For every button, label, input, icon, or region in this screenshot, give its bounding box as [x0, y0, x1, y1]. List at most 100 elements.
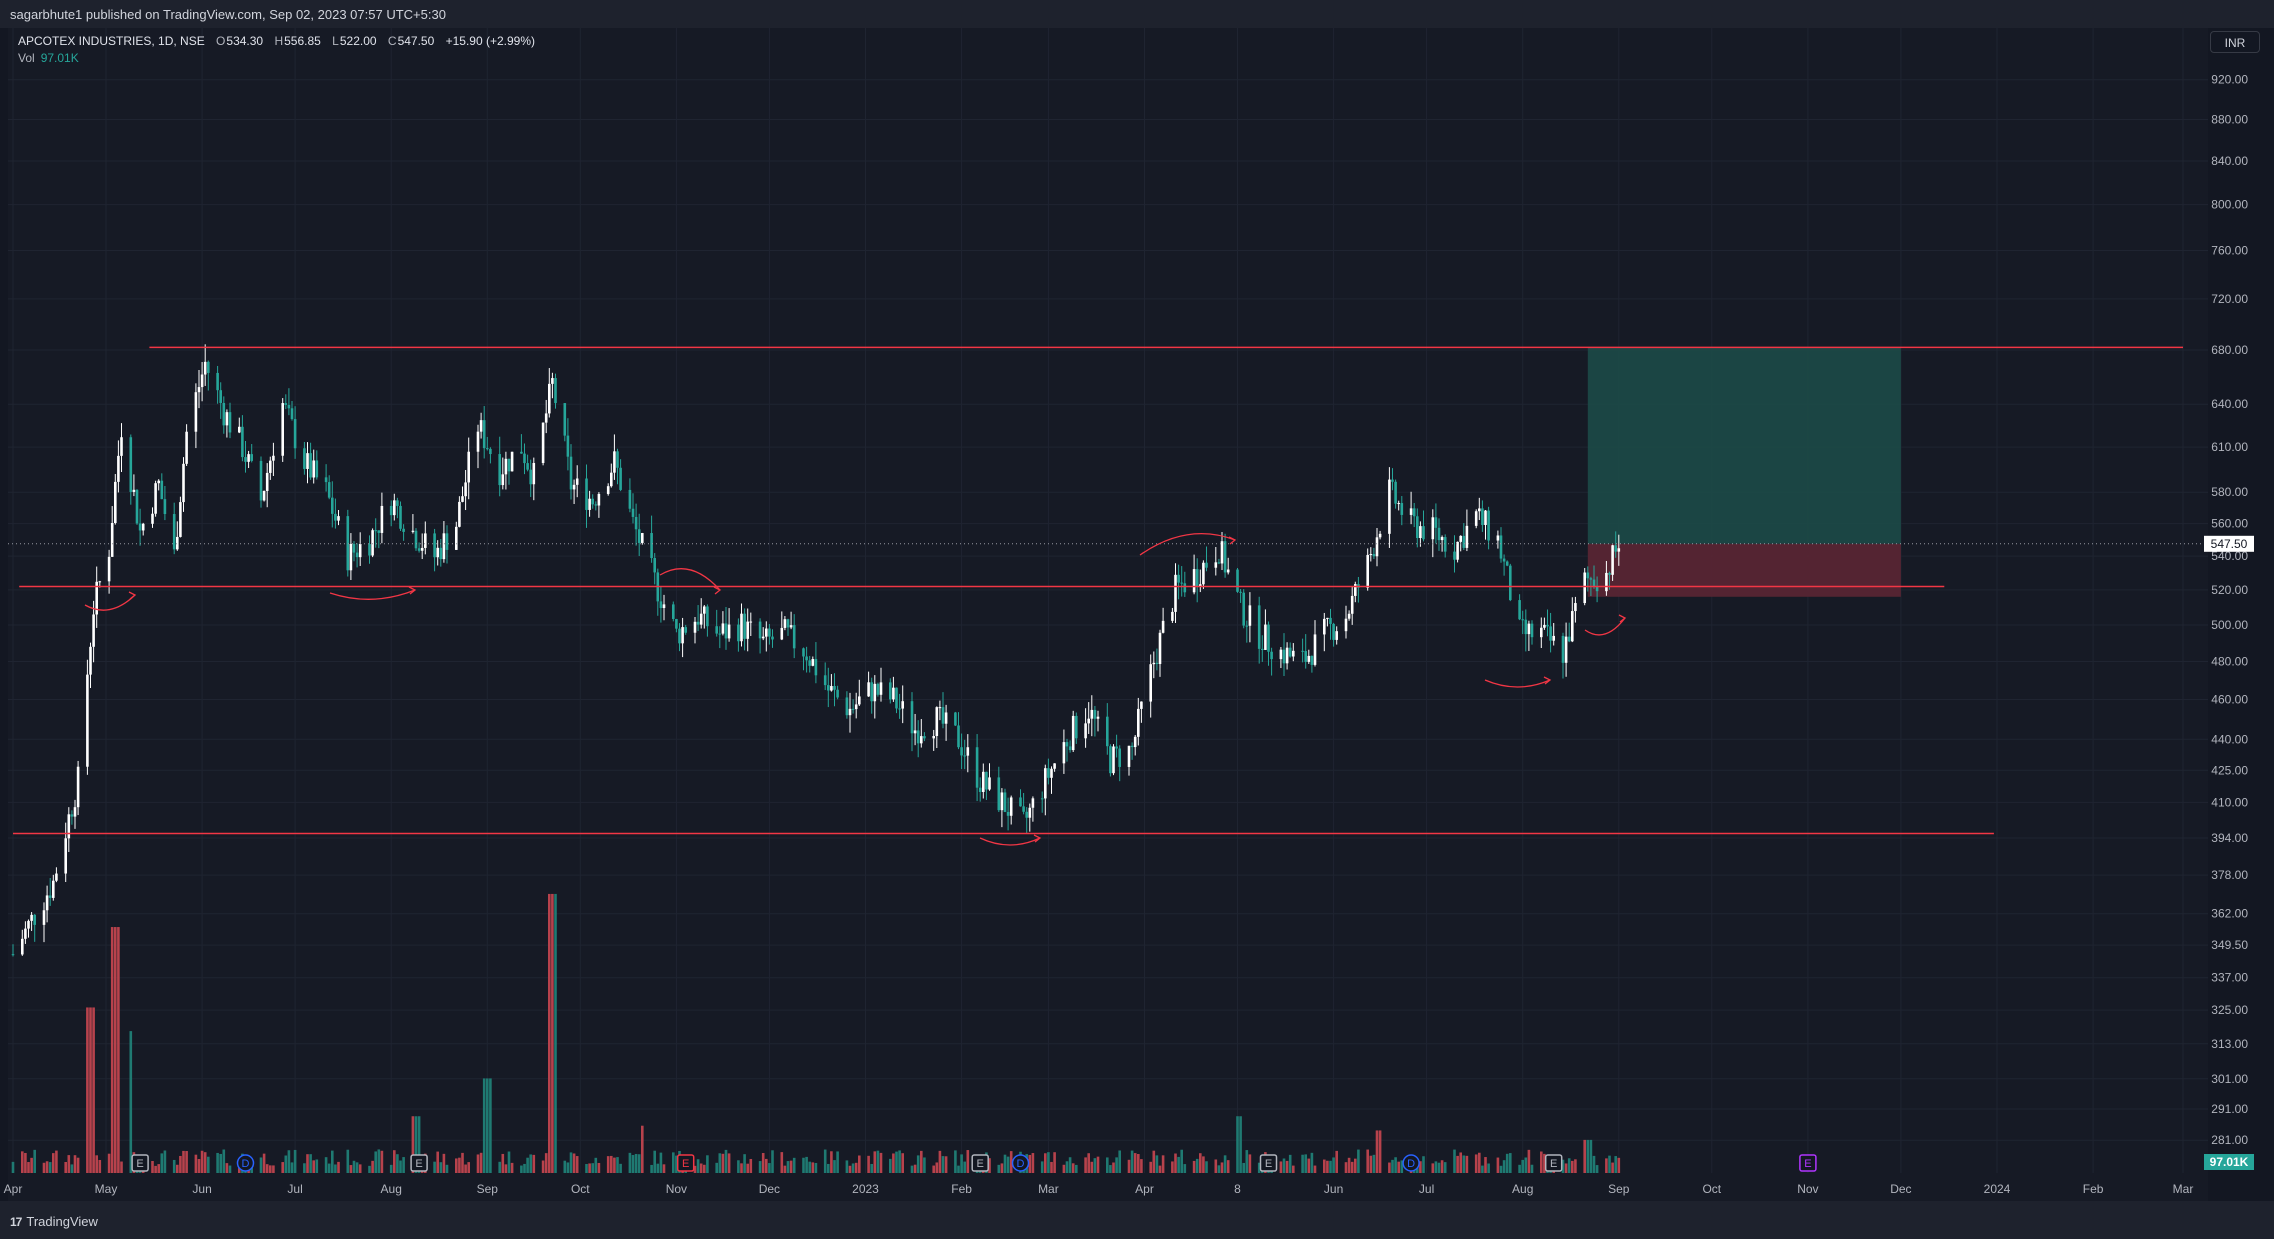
candle-body: [675, 618, 678, 629]
volume-bar: [346, 1149, 350, 1173]
candle-body: [1329, 617, 1332, 624]
volume-bar: [1372, 1154, 1376, 1173]
candle-body: [932, 736, 935, 739]
candle-body: [1171, 611, 1174, 621]
currency-button[interactable]: INR: [2210, 31, 2260, 53]
price-tick-label: 313.00: [2211, 1037, 2248, 1051]
volume-bar: [33, 1149, 36, 1173]
volume-bar: [802, 1157, 805, 1173]
candle-body: [1310, 655, 1314, 665]
volume-bar: [572, 1153, 576, 1173]
volume-bar: [11, 1161, 15, 1173]
candles: [11, 344, 1621, 957]
candle-body: [650, 533, 653, 559]
volume-bars: [11, 893, 1621, 1173]
volume-bar: [98, 1159, 102, 1173]
candle-body: [845, 697, 849, 716]
candle-body: [160, 480, 164, 500]
volume-bar: [48, 1162, 52, 1173]
volume-bar: [1127, 1159, 1131, 1173]
volume-bar: [1608, 1155, 1611, 1173]
volume-bar: [290, 1162, 294, 1173]
candle-body: [1530, 623, 1534, 638]
volume-bar: [262, 1153, 266, 1173]
price-tick-label: 500.00: [2211, 618, 2248, 632]
candle-body: [436, 547, 439, 558]
volume-bar: [1354, 1158, 1357, 1173]
candle-body: [1589, 578, 1593, 580]
candle-body: [238, 426, 241, 433]
time-tick-label: Jul: [1419, 1182, 1434, 1196]
candle-body: [616, 451, 619, 468]
volume-bar: [64, 1161, 67, 1173]
candle-body: [1313, 634, 1317, 665]
candle-body: [808, 660, 811, 666]
candle-body: [467, 451, 470, 483]
volume-bar: [157, 1164, 160, 1173]
volume-bar: [1183, 1164, 1187, 1173]
volume-bar: [1484, 1157, 1487, 1173]
candle-body: [76, 766, 80, 808]
volume-bar: [114, 927, 117, 1173]
candle-body: [479, 420, 483, 432]
arrow-head: [408, 586, 417, 595]
candle-body: [132, 489, 136, 492]
candle-body: [659, 601, 663, 609]
price-tick-label: 362.00: [2211, 907, 2248, 921]
candle-body: [548, 383, 551, 414]
volume-bar: [836, 1151, 839, 1173]
candle-body: [551, 378, 554, 384]
time-tick-label: Sep: [1608, 1182, 1630, 1196]
volume-bar: [541, 1160, 545, 1173]
time-tick-label: Dec: [1890, 1182, 1911, 1196]
candle-body: [541, 422, 545, 463]
volume-bar: [1394, 1157, 1397, 1173]
price-tick-label: 325.00: [2211, 1003, 2248, 1017]
volume-bar: [1130, 1150, 1134, 1173]
candle-body: [334, 513, 337, 521]
candle-body: [827, 685, 830, 691]
stop-zone: [1587, 543, 1901, 597]
candle-body: [64, 838, 67, 874]
price-tick-label: 281.00: [2211, 1133, 2248, 1147]
candle-body: [1158, 632, 1162, 664]
candle-body: [768, 628, 771, 637]
candle-body: [858, 696, 861, 705]
candle-body: [520, 451, 523, 454]
candle-body: [355, 552, 359, 558]
volume-bar: [436, 1151, 439, 1173]
candle-body: [746, 621, 749, 639]
candle-body: [1412, 508, 1416, 517]
volume-bar: [1543, 1153, 1546, 1173]
volume-bar: [1540, 1151, 1543, 1173]
volume-bar: [938, 1150, 942, 1173]
brand[interactable]: 17 TradingView: [10, 1214, 98, 1229]
candle-body: [1505, 561, 1509, 566]
chart-area[interactable]: [8, 28, 2208, 1201]
candle-body: [1540, 627, 1543, 638]
volume-bar: [1527, 1149, 1531, 1173]
volume-bar: [45, 1161, 49, 1173]
candle-body: [696, 621, 700, 625]
volume-bar: [634, 1153, 638, 1173]
candle-body: [346, 516, 350, 571]
volume-bar: [27, 1162, 30, 1173]
volume-bar: [727, 1153, 731, 1173]
price-tick-label: 378.00: [2211, 868, 2248, 882]
candle-body: [1574, 603, 1577, 612]
candle-body: [879, 682, 883, 695]
candle-body: [1177, 574, 1180, 583]
volume-bar: [932, 1165, 935, 1173]
candle-body: [765, 628, 768, 637]
volume-bar: [1502, 1160, 1506, 1173]
volume-bar: [442, 1153, 446, 1173]
candle-body: [73, 807, 77, 817]
candle-body: [433, 533, 436, 558]
volume-bar: [619, 1163, 622, 1173]
volume-bar: [873, 1151, 877, 1173]
volume-bar: [563, 1160, 567, 1173]
dividend-marker: [236, 1154, 255, 1172]
candle-body: [1003, 792, 1007, 812]
candle-body: [458, 501, 461, 527]
